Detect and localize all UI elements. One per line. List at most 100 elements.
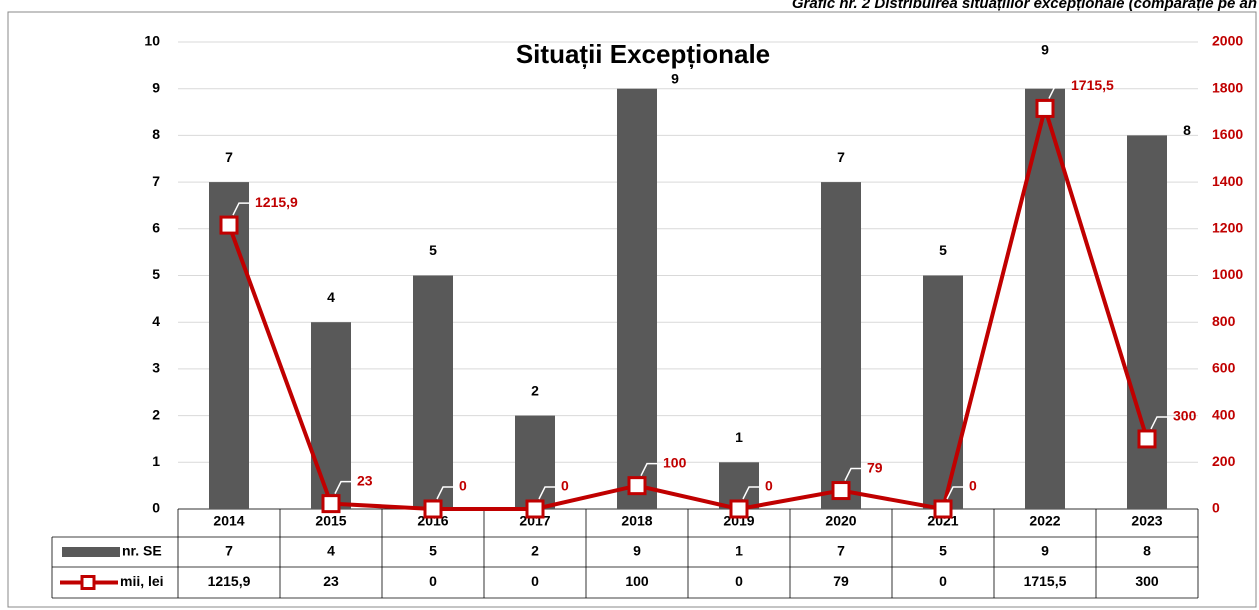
- line-marker: [1035, 98, 1055, 118]
- legend-marker: [80, 575, 96, 590]
- y2-tick-label: 200: [1212, 453, 1236, 469]
- table-cell: 0: [531, 573, 539, 589]
- line-label: 1715,5: [1071, 77, 1114, 93]
- chart-title: Situații Excepționale: [516, 39, 770, 69]
- bar-label: 5: [429, 242, 437, 258]
- leader-line: [232, 202, 251, 216]
- line-label: 300: [1173, 408, 1197, 424]
- line-marker: [933, 499, 953, 519]
- bar-label: 8: [1183, 122, 1191, 138]
- y-tick-label: 0: [152, 500, 160, 516]
- line-label: 0: [969, 478, 977, 494]
- leader-line: [946, 486, 965, 500]
- line-label: 1215,9: [255, 194, 298, 210]
- legend-swatch: [62, 547, 120, 557]
- table-cell: 7: [837, 543, 845, 559]
- bar: [821, 182, 861, 509]
- y2-tick-label: 400: [1212, 406, 1236, 422]
- bar: [515, 415, 555, 509]
- y2-tick-label: 1200: [1212, 220, 1243, 236]
- line-marker: [729, 499, 749, 519]
- y2-tick-label: 1000: [1212, 266, 1243, 282]
- y-tick-label: 3: [152, 360, 160, 376]
- y2-tick-label: 1600: [1212, 126, 1243, 142]
- line-label: 0: [561, 478, 569, 494]
- x-tick-label: 2022: [1029, 513, 1060, 529]
- chart-frame: [7, 11, 1257, 608]
- table-cell: 0: [735, 573, 743, 589]
- bar-label: 1: [735, 429, 743, 445]
- y2-tick-label: 0: [1212, 500, 1220, 516]
- bar-label: 9: [671, 70, 679, 86]
- line-label: 79: [867, 459, 883, 475]
- line-label: 0: [765, 478, 773, 494]
- line-marker: [627, 476, 647, 496]
- table-cell: 2: [531, 543, 539, 559]
- line-label: 100: [663, 454, 687, 470]
- line-marker: [1137, 429, 1157, 449]
- leader-line: [1150, 416, 1169, 430]
- table-cell: 1: [735, 543, 743, 559]
- y2-tick-label: 1400: [1212, 173, 1243, 189]
- table-cell: 4: [327, 543, 335, 559]
- bar-label: 4: [327, 289, 335, 305]
- bar-label: 7: [837, 149, 845, 165]
- x-tick-label: 2018: [621, 513, 652, 529]
- leader-line: [640, 462, 659, 476]
- y-tick-label: 6: [152, 220, 160, 236]
- x-tick-label: 2014: [213, 513, 244, 529]
- table-cell: 7: [225, 543, 233, 559]
- table-cell: 9: [1041, 543, 1049, 559]
- line-marker: [831, 481, 851, 501]
- table-cell: 5: [939, 543, 947, 559]
- line: [227, 101, 1149, 512]
- bar: [209, 182, 249, 509]
- y-tick-label: 5: [152, 266, 160, 282]
- y-tick-label: 10: [144, 33, 160, 49]
- leader-line: [334, 480, 353, 494]
- bar-label: 7: [225, 149, 233, 165]
- bar: [311, 322, 351, 509]
- line-marker: [321, 494, 341, 514]
- y-tick-label: 1: [152, 453, 160, 469]
- leader-line: [844, 467, 863, 481]
- x-tick-label: 2015: [315, 513, 346, 529]
- x-tick-label: 2023: [1131, 513, 1162, 529]
- bar-label: 2: [531, 382, 539, 398]
- line-marker: [423, 499, 443, 519]
- leader-line: [742, 486, 761, 500]
- table-cell: 9: [633, 543, 641, 559]
- legend-label: nr. SE: [122, 543, 162, 559]
- table-cell: 0: [939, 573, 947, 589]
- table-cell: 5: [429, 543, 437, 559]
- line-marker: [219, 215, 239, 235]
- leader-line: [1048, 85, 1067, 99]
- leader-line: [436, 486, 455, 500]
- y2-tick-label: 2000: [1212, 33, 1243, 49]
- line-label: 0: [459, 478, 467, 494]
- table-cell: 8: [1143, 543, 1151, 559]
- table-cell: 1715,5: [1024, 573, 1067, 589]
- leader-line: [538, 486, 557, 500]
- line-label: 23: [357, 472, 373, 488]
- table-cell: 1215,9: [208, 573, 251, 589]
- y-tick-label: 9: [152, 79, 160, 95]
- bar: [413, 275, 453, 509]
- y2-tick-label: 1800: [1212, 79, 1243, 95]
- bar-label: 5: [939, 242, 947, 258]
- bar: [617, 88, 657, 509]
- y-tick-label: 4: [152, 313, 160, 329]
- y2-tick-label: 800: [1212, 313, 1236, 329]
- bar: [923, 275, 963, 509]
- x-tick-label: 2020: [825, 513, 856, 529]
- line-marker: [525, 499, 545, 519]
- table-cell: 0: [429, 573, 437, 589]
- table-cell: 300: [1135, 573, 1159, 589]
- y-tick-label: 8: [152, 126, 160, 142]
- bar: [1127, 135, 1167, 509]
- table-cell: 23: [323, 573, 339, 589]
- y2-tick-label: 600: [1212, 360, 1236, 376]
- legend-label: mii, lei: [120, 573, 164, 589]
- y-tick-label: 2: [152, 406, 160, 422]
